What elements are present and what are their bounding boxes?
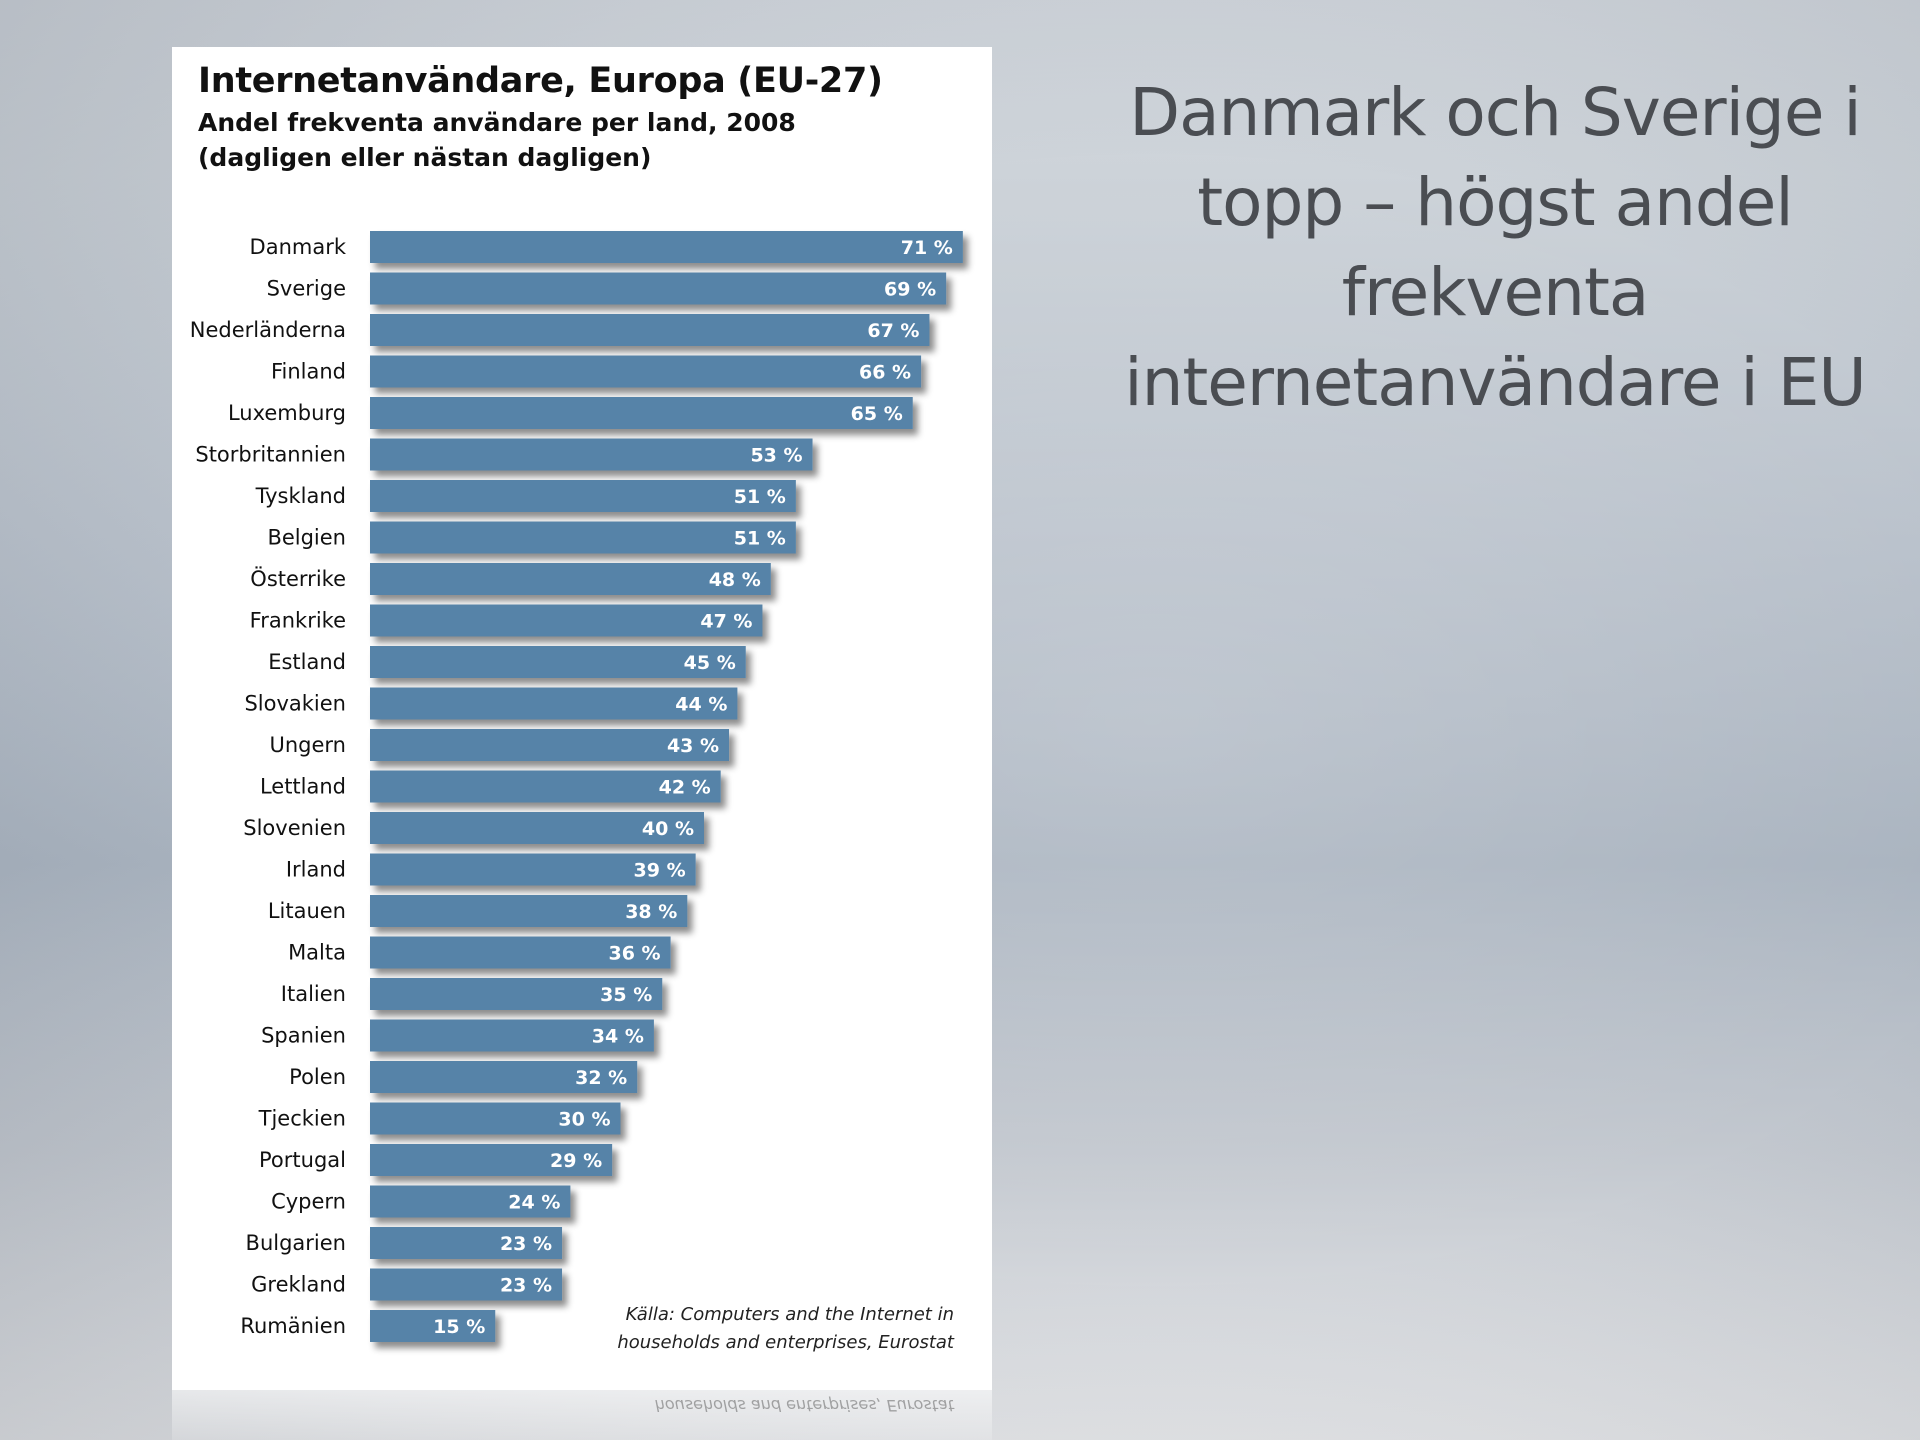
bar-slovenien (370, 812, 704, 844)
chart-subtitle-line-2: (dagligen eller nästan dagligen) (198, 143, 652, 172)
category-label-lettland: Lettland (260, 775, 346, 799)
category-label-cypern: Cypern (271, 1190, 346, 1214)
chart-card: Internetanvändare, Europa (EU-27) Andel … (172, 47, 992, 1390)
category-label-danmark: Danmark (250, 235, 347, 259)
bar-polen (370, 1061, 638, 1093)
category-label-tjeckien: Tjeckien (258, 1107, 346, 1131)
category-label-nederlanderna: Nederländerna (190, 318, 346, 342)
value-label-slovenien: 40 % (642, 818, 694, 840)
source-note-line-1: Källa: Computers and the Internet in (625, 1304, 954, 1325)
category-label-spanien: Spanien (261, 1024, 346, 1048)
category-label-belgien: Belgien (267, 526, 346, 550)
chart-subtitle: Andel frekventa användare per land, 2008… (198, 105, 796, 175)
bar-belgien (370, 521, 796, 554)
value-label-nederlanderna: 67 % (867, 320, 919, 342)
category-label-frankrike: Frankrike (250, 609, 346, 633)
bar-ungern (370, 729, 730, 761)
value-label-tyskland: 51 % (734, 486, 786, 508)
bar-irland (370, 853, 696, 886)
category-label-finland: Finland (271, 360, 346, 384)
bar-litauen (370, 895, 688, 927)
value-label-spanien: 34 % (592, 1026, 644, 1048)
chart-subtitle-line-1: Andel frekventa användare per land, 2008 (198, 108, 796, 137)
bar-italien (370, 978, 663, 1010)
category-label-italien: Italien (281, 982, 346, 1006)
category-label-polen: Polen (289, 1065, 346, 1089)
category-label-grekland: Grekland (251, 1273, 346, 1297)
value-label-litauen: 38 % (625, 901, 677, 923)
value-label-belgien: 51 % (734, 528, 786, 550)
slide-heading: Danmark och Sverige i topp – högst andel… (1124, 74, 1866, 421)
bar-chart: Danmark 71 % Sverige 69 % Nederländerna 67 % F… (190, 231, 963, 1342)
value-label-cypern: 24 % (508, 1192, 560, 1214)
source-note-line-2: households and enterprises, Eurostat (617, 1332, 954, 1353)
bar-cypern (370, 1185, 571, 1218)
bar-rumanien (370, 1310, 496, 1342)
category-label-storbritannien: Storbritannien (195, 443, 346, 467)
value-label-rumanien: 15 % (433, 1316, 485, 1338)
value-label-portugal: 29 % (550, 1150, 602, 1172)
bar-sverige (370, 272, 947, 305)
bar-osterrike (370, 563, 771, 595)
reflection-text: households and enterprises, Eurostat (654, 1396, 954, 1415)
chart-reflection: households and enterprises, Eurostat (172, 1390, 992, 1440)
bar-tyskland (370, 480, 796, 512)
value-label-luxemburg: 65 % (851, 403, 903, 425)
value-label-lettland: 42 % (659, 777, 711, 799)
category-label-slovenien: Slovenien (243, 816, 346, 840)
category-label-portugal: Portugal (259, 1148, 346, 1172)
bar-finland (370, 355, 922, 388)
bar-nederlanderna (370, 314, 930, 346)
value-label-sverige: 69 % (884, 279, 936, 301)
category-label-slovakien: Slovakien (244, 692, 346, 716)
category-label-estland: Estland (268, 650, 346, 674)
value-label-storbritannien: 53 % (750, 445, 802, 467)
bar-bulgarien (370, 1227, 563, 1259)
category-label-rumanien: Rumänien (240, 1314, 346, 1338)
value-label-danmark: 71 % (901, 237, 953, 259)
value-label-ungern: 43 % (667, 735, 719, 757)
value-label-malta: 36 % (609, 943, 661, 965)
value-label-grekland: 23 % (500, 1275, 552, 1297)
value-label-polen: 32 % (575, 1067, 627, 1089)
value-label-frankrike: 47 % (700, 611, 752, 633)
bar-slovakien (370, 687, 738, 720)
bar-danmark (370, 231, 963, 263)
category-label-irland: Irland (286, 858, 346, 882)
bar-malta (370, 936, 671, 969)
value-label-osterrike: 48 % (709, 569, 761, 591)
bar-tjeckien (370, 1102, 621, 1135)
bar-spanien (370, 1019, 654, 1052)
bar-estland (370, 646, 746, 678)
category-label-osterrike: Österrike (250, 566, 346, 591)
category-label-luxemburg: Luxemburg (228, 401, 346, 425)
bar-grekland (370, 1268, 563, 1301)
category-label-sverige: Sverige (267, 277, 346, 301)
value-label-irland: 39 % (634, 860, 686, 882)
chart-title: Internetanvändare, Europa (EU-27) (198, 61, 883, 101)
category-label-litauen: Litauen (268, 899, 346, 923)
value-label-estland: 45 % (684, 652, 736, 674)
value-label-finland: 66 % (859, 362, 911, 384)
category-label-tyskland: Tyskland (255, 484, 346, 508)
source-note: Källa: Computers and the Internet in hou… (617, 1301, 954, 1357)
bar-storbritannien (370, 438, 813, 471)
category-label-ungern: Ungern (269, 733, 346, 757)
bar-lettland (370, 770, 721, 803)
bar-frankrike (370, 604, 763, 637)
bar-portugal (370, 1144, 613, 1176)
category-label-malta: Malta (288, 941, 346, 965)
value-label-bulgarien: 23 % (500, 1233, 552, 1255)
value-label-italien: 35 % (600, 984, 652, 1006)
category-label-bulgarien: Bulgarien (246, 1231, 346, 1255)
value-label-slovakien: 44 % (675, 694, 727, 716)
bar-luxemburg (370, 397, 913, 429)
value-label-tjeckien: 30 % (558, 1109, 610, 1131)
